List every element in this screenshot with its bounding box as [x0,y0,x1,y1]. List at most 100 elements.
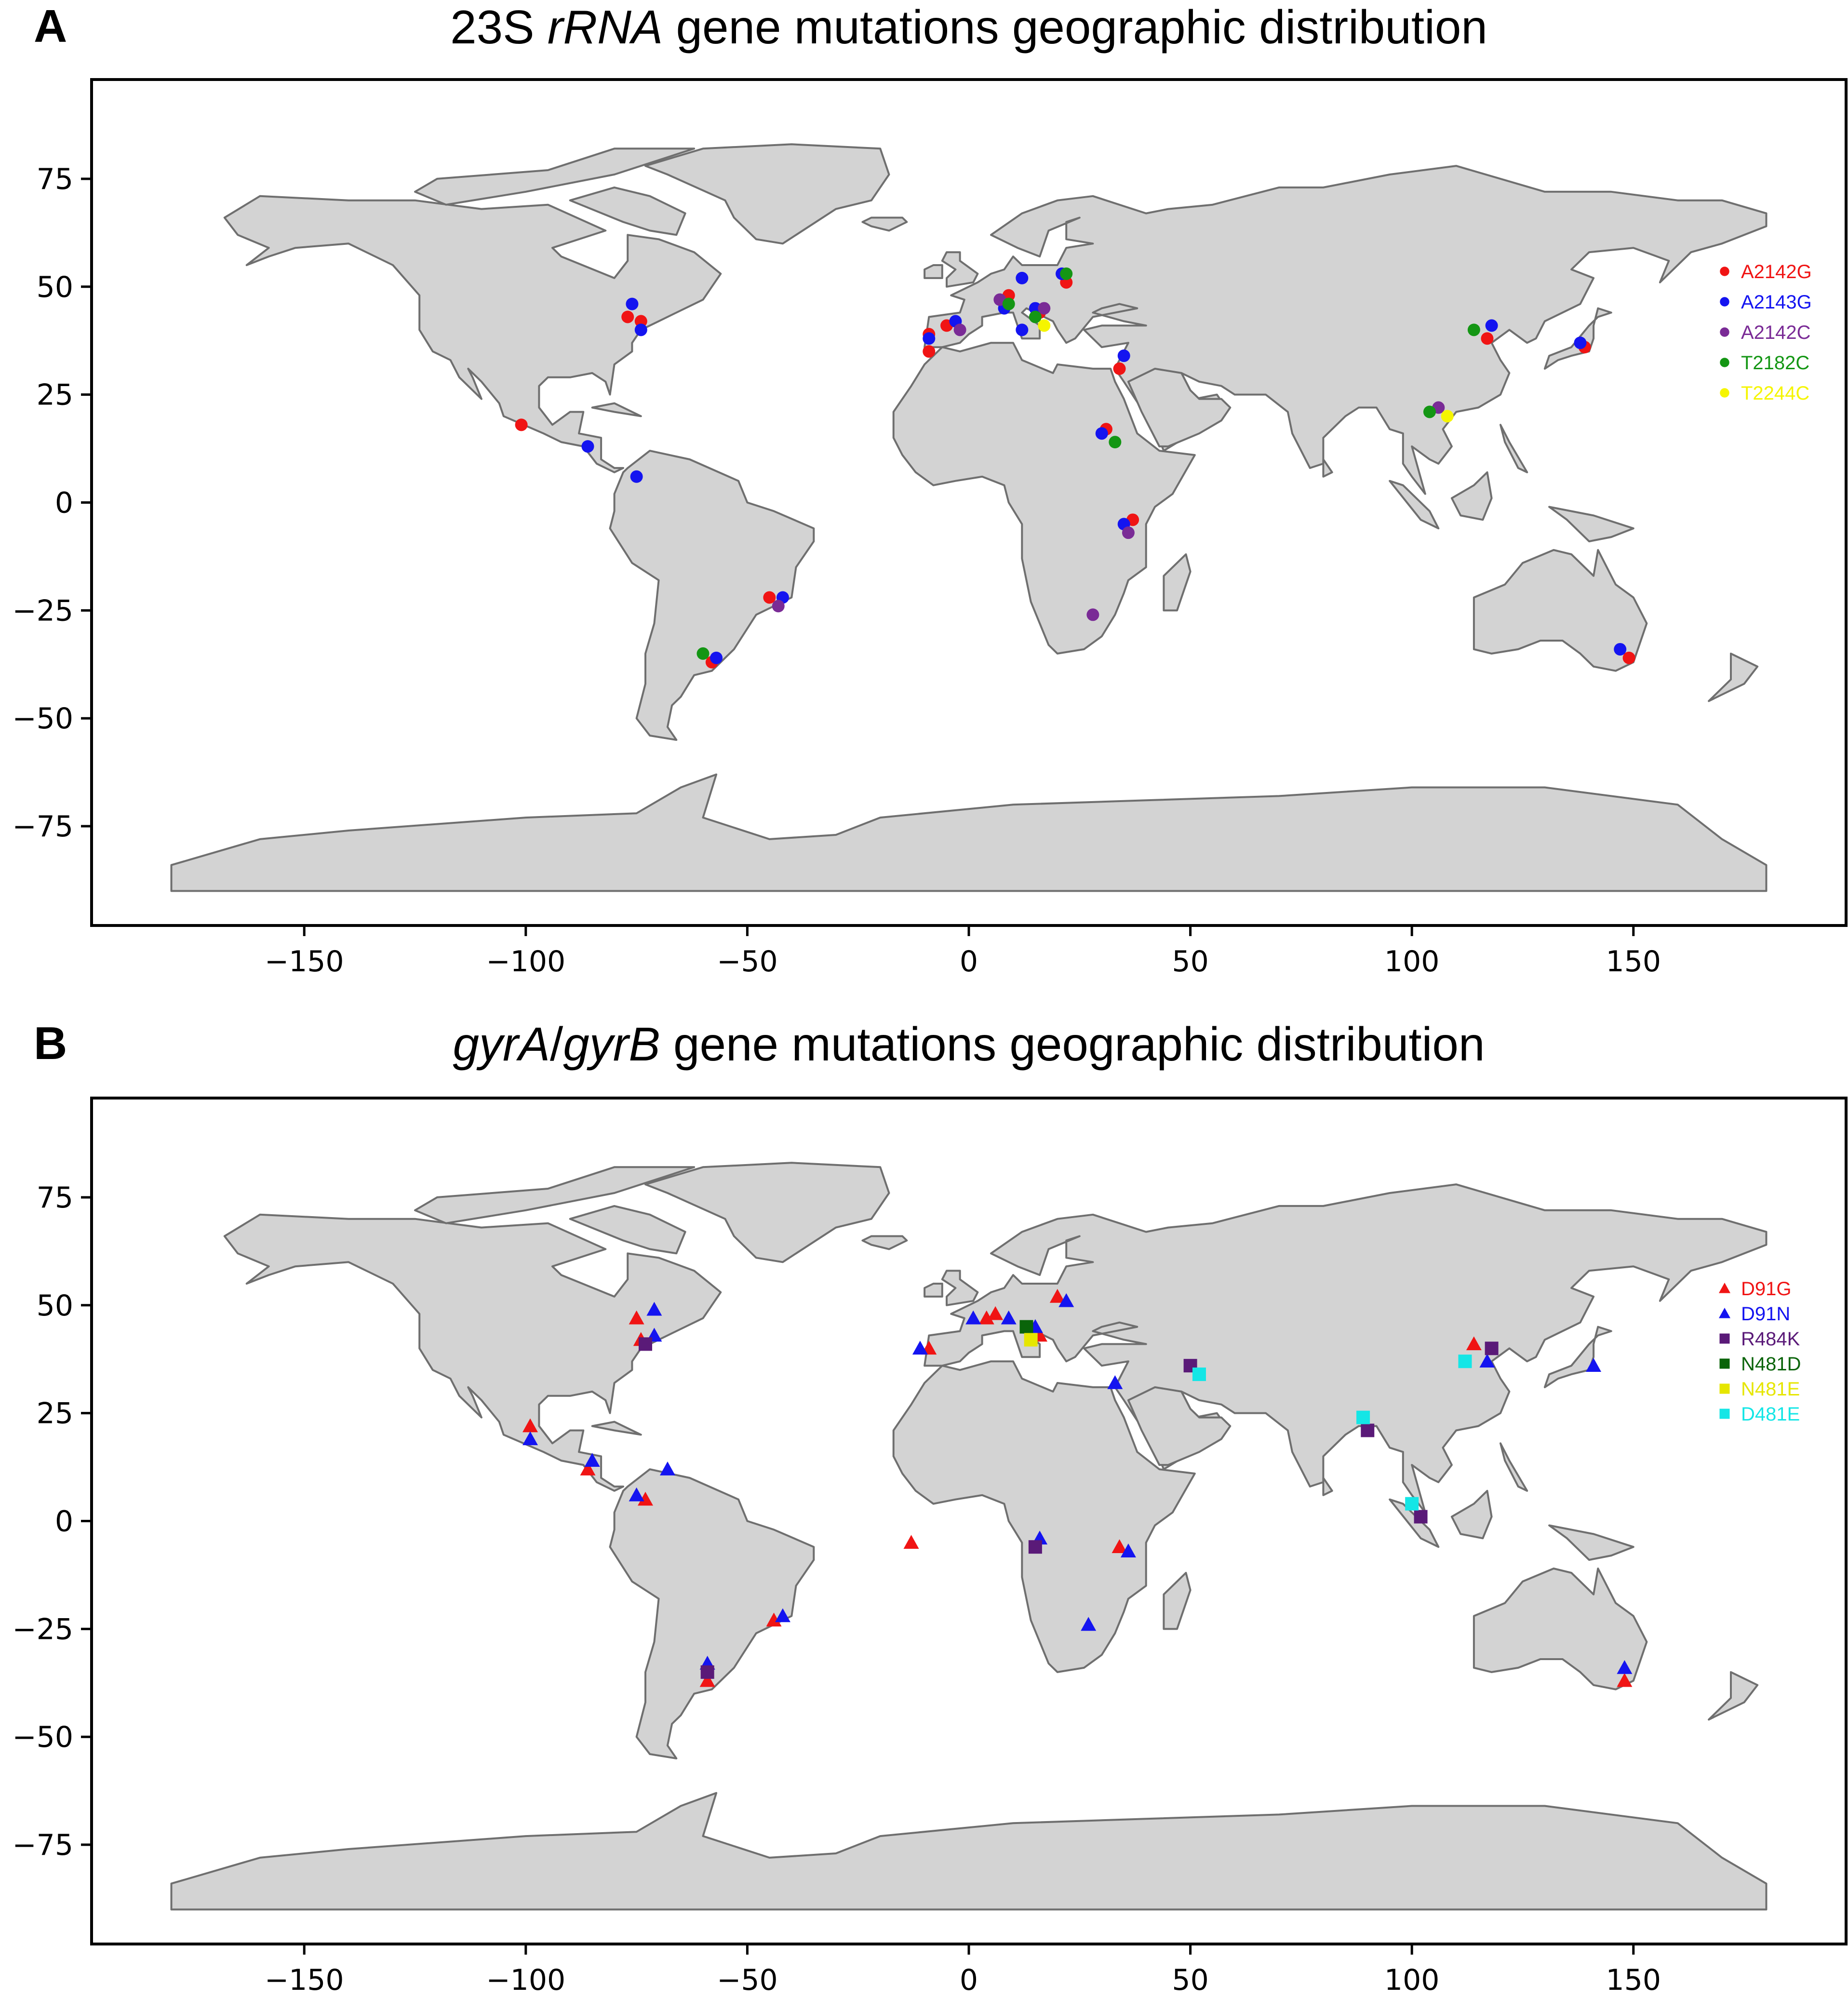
data-point [700,1665,714,1679]
data-point [1049,1288,1065,1303]
data-point [634,315,647,328]
data-point [522,1431,538,1446]
data-point [1038,319,1051,332]
land-sumatra [1389,480,1440,530]
data-point [912,1341,928,1355]
data-point [637,1491,653,1506]
title-part: gyrA [453,1018,550,1071]
legend-label: A2142C [1741,322,1811,343]
y-tick-label: 50 [37,270,73,304]
title-part: / [550,1018,563,1071]
data-point [710,651,723,664]
data-point [1120,1543,1136,1557]
data-point [515,418,528,431]
legend-label: D481E [1741,1404,1800,1425]
title-part: rRNA [547,0,663,54]
land-greenland [644,1162,890,1263]
land-new-guinea [1548,1524,1634,1561]
data-point [1361,1423,1375,1437]
data-point [1111,1539,1127,1554]
data-point [903,1535,919,1549]
land-greenland [644,143,890,245]
land-cuba [591,402,642,417]
land-philippines [1500,424,1528,473]
title-part: gene mutations geographic distribution [660,1018,1485,1071]
land-japan [1543,1326,1612,1388]
land-arctic-islands [414,148,696,206]
legend-marker [1720,358,1729,367]
data-point [1458,1354,1472,1368]
data-point [1485,319,1498,332]
x-tick-label: 0 [960,945,978,979]
series-t2182c [696,267,1480,660]
data-point [629,1487,644,1502]
data-point [1423,405,1436,418]
legend-label: A2142G [1741,261,1812,282]
x-tick-label: 50 [1172,1963,1208,1997]
data-point [1192,1368,1206,1381]
data-point [1614,643,1627,656]
y-tick-label: 75 [37,162,73,196]
x-tick-label: 100 [1384,1963,1440,1997]
data-point [1002,297,1015,310]
landmasses [170,1162,1768,1911]
land-philippines [1500,1442,1528,1492]
landmasses [170,143,1768,892]
data-point [659,1462,675,1475]
legend-marker [1719,1358,1730,1369]
y-tick-label: −25 [12,1612,73,1646]
x-tick-label: −100 [486,1963,565,1997]
data-point [763,591,776,604]
land-antarctica [170,773,1768,892]
world-map-gyr: −150 −100 −50 0 50 100 150 75 50 25 0 −25 −50 −75 D91G… [12,1097,1848,1997]
land-cuba [591,1421,642,1436]
data-point [988,1306,1004,1320]
data-point [1466,1336,1482,1351]
land-new-guinea [1548,506,1634,543]
data-point [1029,310,1042,323]
data-point [630,470,643,483]
legend-marker [1719,1408,1730,1419]
x-tick-label: 0 [960,1963,978,1997]
data-point [1356,1410,1370,1424]
data-point [923,345,936,358]
title-part: gyrB [563,1018,660,1071]
data-point [766,1612,782,1627]
data-point [1467,323,1480,336]
data-point [1485,1341,1499,1355]
land-ireland [924,1283,943,1298]
data-point [1481,332,1494,345]
land-antarctica [170,1792,1768,1911]
land-borneo [1450,471,1493,521]
y-tick-label: −75 [12,1828,73,1862]
data-point [953,323,966,336]
data-point [1095,427,1108,440]
x-tick-label: −50 [717,1963,778,1997]
land-africa [892,342,1196,655]
legend-marker [1720,388,1729,398]
data-point [1574,336,1587,349]
land-arabia [1127,367,1232,448]
data-point [965,1310,981,1325]
data-point [1441,410,1454,423]
y-tick-label: −75 [12,810,73,844]
land-sri-lanka [1322,458,1333,478]
data-point [1024,1333,1038,1347]
land-australia [1473,1568,1648,1690]
y-tick-label: −50 [12,702,73,736]
series-n481e [1024,1333,1038,1347]
land-japan [1543,307,1612,370]
land-sri-lanka [1322,1477,1333,1496]
panel-letter: A [34,0,67,52]
data-point [1622,651,1635,664]
data-point [1019,1320,1033,1334]
land-madagascar [1163,553,1192,612]
data-point [1029,302,1042,315]
legend-label: T2182C [1741,352,1809,374]
legend-label: R484K [1741,1328,1800,1350]
land-baffin-island [569,1205,686,1255]
land-new-zealand [1708,652,1759,702]
land-great-britain [941,1270,979,1306]
legend-label: N481D [1741,1354,1801,1375]
data-point [1086,608,1099,621]
